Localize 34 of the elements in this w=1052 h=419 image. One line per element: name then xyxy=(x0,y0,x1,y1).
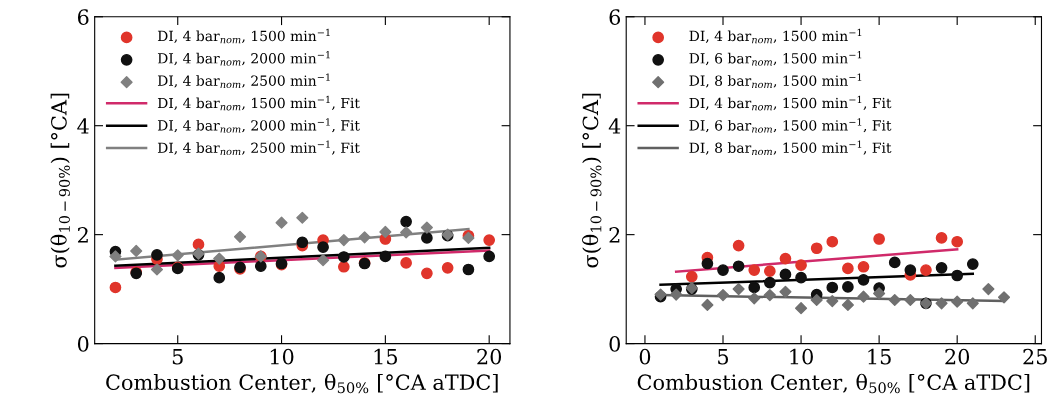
y-tick-label: 0 xyxy=(609,336,620,352)
y-tick-label: 6 xyxy=(77,9,89,25)
x-tick-label: 15 xyxy=(868,348,891,365)
x-tick-label: 10 xyxy=(270,348,294,365)
legend-label: DI, 4 bar$_{nom}$, 2500 min$^{−1}$ xyxy=(157,73,330,89)
x-tick-label: 10 xyxy=(790,348,813,365)
x-tick-label: 0 xyxy=(639,348,651,365)
legend-label: DI, 4 bar$_{nom}$, 1500 min$^{−1}$, Fit xyxy=(689,95,892,111)
x-axis-title: Combustion Center, θ$_{50%}$ [°CA aTDC] xyxy=(106,373,498,394)
legend-label: DI, 8 bar$_{nom}$, 1500 min$^{−1}$ xyxy=(689,73,862,89)
x-tick-label: 25 xyxy=(1023,348,1047,365)
legend-label: DI, 4 bar$_{nom}$, 2500 min$^{−1}$, Fit xyxy=(157,140,360,156)
legend-label: DI, 4 bar$_{nom}$, 1500 min$^{−1}$ xyxy=(157,28,330,44)
legend-label: DI, 8 bar$_{nom}$, 1500 min$^{−1}$, Fit xyxy=(689,140,892,156)
legend-label: DI, 4 bar$_{nom}$, 1500 min$^{−1}$, Fit xyxy=(157,95,360,111)
y-tick-label: 4 xyxy=(77,118,89,134)
x-tick-label: 20 xyxy=(945,348,970,365)
x-tick-label: 20 xyxy=(477,348,502,365)
x-tick-label: 5 xyxy=(718,349,729,365)
y-axis-title: σ(θ$_{10−90%}$) [°CA] xyxy=(50,93,70,268)
y-tick-label: 2 xyxy=(77,227,88,243)
x-tick-label: 5 xyxy=(172,349,183,365)
x-axis-title: Combustion Center, θ$_{50%}$ [°CA aTDC] xyxy=(637,373,1030,394)
legend-label: DI, 6 bar$_{nom}$, 1500 min$^{−1}$ xyxy=(689,51,862,66)
y-axis-title: σ(θ$_{10−90%}$) [°CA] xyxy=(581,93,602,268)
y-tick-label: 0 xyxy=(77,336,89,352)
legend-label: DI, 4 bar$_{nom}$, 2000 min$^{−1}$ xyxy=(157,51,330,66)
y-tick-label: 2 xyxy=(609,227,620,243)
y-tick-label: 6 xyxy=(609,9,621,25)
legend-label: DI, 6 bar$_{nom}$, 1500 min$^{−1}$, Fit xyxy=(689,118,892,133)
legend-label: DI, 4 bar$_{nom}$, 1500 min$^{−1}$ xyxy=(689,28,862,44)
y-tick-label: 4 xyxy=(608,118,621,134)
x-tick-label: 15 xyxy=(374,348,398,365)
legend-label: DI, 4 bar$_{nom}$, 2000 min$^{−1}$, Fit xyxy=(157,118,360,133)
